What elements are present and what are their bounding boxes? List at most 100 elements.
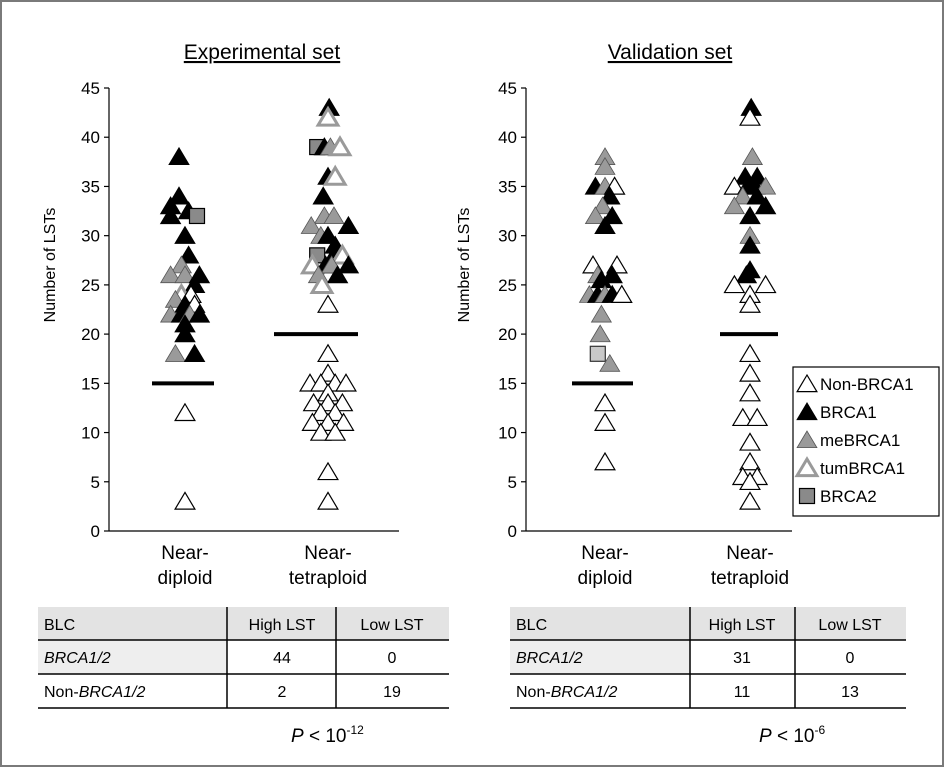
y-tick-label: 10 <box>81 424 100 443</box>
category-label-line2: tetraploid <box>711 568 789 589</box>
category-label-line1: Near- <box>726 543 774 564</box>
marker-brca1 <box>337 255 360 274</box>
y-tick-label: 0 <box>91 522 100 541</box>
marker-non-brca1 <box>317 343 339 363</box>
marker-brca1 <box>326 265 349 284</box>
y-tick-label: 15 <box>81 374 100 393</box>
marker-non-brca1 <box>739 491 761 510</box>
marker-non-brca1 <box>731 407 754 427</box>
panel-title: Experimental set <box>184 41 341 64</box>
y-tick-label: 45 <box>81 79 100 98</box>
marker-brca1 <box>337 215 360 234</box>
y-tick-label: 5 <box>91 473 100 492</box>
marker-brca1 <box>601 205 623 225</box>
table-header-cell: Low LST <box>360 617 423 634</box>
y-tick-label: 35 <box>81 177 100 196</box>
marker-non-brca1 <box>174 491 196 510</box>
category-label-line2: diploid <box>578 568 633 589</box>
table-cell: 13 <box>841 684 859 701</box>
marker-non-brca1 <box>594 451 616 471</box>
marker-brca1 <box>317 225 339 244</box>
marker-non-brca1 <box>739 294 761 313</box>
marker-non-brca1 <box>594 392 616 412</box>
marker-brca1 <box>739 205 761 225</box>
marker-brca2 <box>589 345 606 362</box>
marker-non-brca1 <box>317 294 339 313</box>
table-cell: 19 <box>383 684 401 701</box>
y-tick-label: 25 <box>498 276 517 295</box>
marker-mebrca1 <box>323 206 345 225</box>
marker-brca1 <box>174 225 196 244</box>
y-tick-label: 20 <box>498 325 517 344</box>
marker-non-brca1 <box>739 363 761 382</box>
marker-brca1 <box>188 304 211 323</box>
marker-brca1 <box>168 146 190 166</box>
p-value: P < 10-12 <box>291 723 364 747</box>
contingency-table-experimental: BLC High LST Low LST BRCA1/2 44 0 Non-BR… <box>38 607 449 747</box>
category-label-line2: diploid <box>158 568 213 589</box>
table-header-row <box>38 607 449 640</box>
category-label-line1: Near- <box>161 543 209 564</box>
table-cell: 0 <box>388 650 397 667</box>
marker-mebrca1 <box>164 344 187 362</box>
y-tick-label: 15 <box>498 374 517 393</box>
marker-non-brca1 <box>594 412 616 431</box>
marker-brca1 <box>168 186 190 205</box>
marker-tumbrca1 <box>794 456 820 478</box>
table-header-cell: High LST <box>709 617 776 634</box>
p-value: P < 10-6 <box>759 723 825 747</box>
marker-non-brca1 <box>301 412 324 431</box>
y-tick-label: 30 <box>498 227 517 246</box>
marker-non-brca1 <box>796 373 818 393</box>
table-row-label: BRCA1/2 <box>44 650 111 667</box>
y-tick-label: 35 <box>498 177 517 196</box>
marker-brca1 <box>312 186 334 205</box>
y-tick-label: 25 <box>81 276 100 295</box>
marker-brca2 <box>798 487 816 505</box>
marker-non-brca1 <box>739 383 761 402</box>
marker-brca1 <box>746 186 768 205</box>
table-row-label: Non-BRCA1/2 <box>516 684 617 701</box>
table-row-label: Non-BRCA1/2 <box>44 684 145 701</box>
marker-mebrca1 <box>300 216 322 234</box>
marker-non-brca1 <box>332 412 355 431</box>
marker-non-brca1 <box>739 451 761 471</box>
panel-validation: Validation set Number of LSTs 0 5 10 15 20 25… <box>456 41 792 589</box>
table-cell: 31 <box>733 650 751 667</box>
marker-non-brca1 <box>746 407 769 427</box>
axes: 0 5 10 15 20 25 30 35 40 45 <box>498 79 792 541</box>
marker-brca1 <box>599 186 621 205</box>
legend-label: meBRCA1 <box>820 431 900 450</box>
marker-mebrca1 <box>796 430 818 449</box>
data-points <box>572 97 778 510</box>
panel-experimental: Experimental set Number of LSTs 0 5 10 15 20… <box>42 41 399 589</box>
y-tick-label: 10 <box>498 424 517 443</box>
category-labels: Near- diploid Near- tetraploid <box>158 543 368 589</box>
table-cell: 44 <box>273 650 291 667</box>
y-tick-label: 40 <box>498 128 517 147</box>
marker-brca1 <box>183 343 206 362</box>
table-cell: 11 <box>734 684 751 701</box>
y-axis-label: Number of LSTs <box>42 208 59 323</box>
y-tick-label: 5 <box>508 473 517 492</box>
marker-mebrca1 <box>589 324 611 343</box>
marker-brca1 <box>594 215 616 234</box>
marker-brca2 <box>188 207 206 225</box>
marker-mebrca1 <box>741 147 764 165</box>
table-row-label: BRCA1/2 <box>516 650 583 667</box>
marker-mebrca1 <box>584 206 607 225</box>
marker-mebrca1 <box>159 265 182 284</box>
y-axis-label: Number of LSTs <box>456 208 473 323</box>
table-header-cell: BLC <box>44 617 75 634</box>
marker-non-brca1 <box>317 461 339 481</box>
legend-label: tumBRCA1 <box>820 459 905 478</box>
marker-mebrca1 <box>594 156 616 175</box>
y-tick-label: 40 <box>81 128 100 147</box>
marker-mebrca1 <box>732 186 754 205</box>
legend-label: Non-BRCA1 <box>820 375 914 394</box>
legend-label: BRCA1 <box>820 403 877 422</box>
marker-mebrca1 <box>723 196 746 215</box>
marker-non-brca1 <box>317 491 339 510</box>
